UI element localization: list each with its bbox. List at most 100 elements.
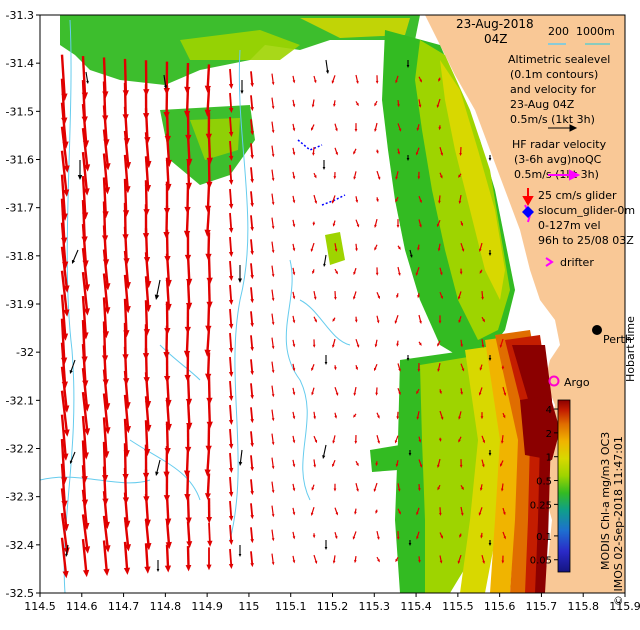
hf-arrow <box>165 519 172 550</box>
sealevel-arrow <box>237 265 243 283</box>
hf-arrow <box>394 314 399 324</box>
hf-arrow <box>438 315 442 324</box>
hf-arrow <box>334 147 338 156</box>
hf-arrow <box>271 409 275 422</box>
glider-legend-1: 25 cm/s glider <box>538 189 617 202</box>
hf-arrow <box>292 459 296 468</box>
hf-arrow <box>460 506 464 517</box>
hf-arrow <box>271 505 275 518</box>
hf-arrow <box>417 244 420 251</box>
hf-arrow <box>416 411 420 420</box>
colorbar-tick-label: 4 <box>546 405 552 416</box>
colorbar-tick-label: 2 <box>546 429 552 440</box>
sealevel-legend-1: Altimetric sealevel <box>508 53 610 66</box>
hf-arrow <box>228 380 234 401</box>
hf-arrow <box>331 75 336 84</box>
argo-marker <box>548 375 560 387</box>
hf-arrow <box>418 195 422 204</box>
hf-arrow <box>438 437 442 442</box>
sealevel-arrow <box>324 540 328 550</box>
hf-arrow <box>292 171 296 180</box>
hf-arrow <box>438 195 441 204</box>
hf-arrow <box>60 270 70 317</box>
hf-arrow <box>271 265 275 278</box>
hf-arrow <box>250 359 254 376</box>
hf-arrow <box>479 484 483 492</box>
hf-arrow <box>228 404 234 425</box>
x-tick-label: 114.9 <box>191 600 223 613</box>
hf-legend-1: HF radar velocity <box>512 138 607 151</box>
hf-arrow <box>418 341 422 346</box>
hf-arrow <box>250 407 254 424</box>
hf-arrow <box>332 555 336 564</box>
hf-arrow <box>271 217 275 230</box>
x-tick-label: 115.6 <box>484 600 516 613</box>
hf-arrow <box>312 221 316 226</box>
hf-arrow <box>354 316 358 323</box>
hf-arrow <box>250 215 254 232</box>
hf-arrow <box>271 73 275 86</box>
hf-arrow <box>439 389 442 395</box>
hf-arrow <box>292 387 296 396</box>
hf-arrow <box>501 365 505 370</box>
x-tick-label: 115.4 <box>400 600 432 613</box>
hf-arrow <box>418 314 422 325</box>
hf-arrow <box>396 411 400 420</box>
hf-arrow <box>353 291 357 300</box>
hf-arrow <box>333 365 337 371</box>
y-tick-label: -31.3 <box>6 9 34 22</box>
hf-arrow <box>502 507 506 516</box>
hf-arrow <box>375 75 379 84</box>
hf-arrow <box>417 363 421 373</box>
city-label-perth: Perth <box>603 333 632 346</box>
hf-arrow <box>271 313 275 326</box>
hf-arrow <box>355 243 358 252</box>
hf-arrow <box>353 413 357 418</box>
hf-arrow <box>312 269 315 275</box>
y-tick-label: -31.8 <box>6 250 34 263</box>
hf-arrow <box>376 149 379 154</box>
glider-legend-4: 96h to 25/08 03Z <box>538 234 634 247</box>
colorbar-tick-label: 0.25 <box>530 500 552 511</box>
hf-arrow <box>376 170 381 181</box>
sealevel-arrow <box>406 60 410 68</box>
hf-arrow <box>144 543 151 574</box>
hf-arrow <box>397 148 401 155</box>
glider-legend-2: slocum_glider-0m <box>538 204 635 217</box>
hf-arrow <box>250 311 254 328</box>
hf-arrow <box>332 317 336 322</box>
drifter-icon <box>545 257 554 267</box>
hf-arrow <box>102 540 110 576</box>
hf-arrow <box>375 461 379 467</box>
hf-arrow <box>396 531 400 540</box>
hf-arrow <box>418 436 422 443</box>
hf-arrow <box>438 77 441 82</box>
hf-arrow <box>313 435 318 444</box>
hf-arrow <box>332 220 336 227</box>
hf-arrow <box>457 554 462 565</box>
hf-arrow <box>416 388 420 395</box>
hf-arrow <box>250 335 254 352</box>
hf-arrow <box>376 412 380 419</box>
sealevel-arrow <box>325 59 330 74</box>
hf-arrow <box>228 476 234 497</box>
hf-arrow <box>460 485 464 491</box>
sealevel-arrow <box>488 155 492 161</box>
hf-arrow <box>502 386 507 397</box>
hf-arrow <box>374 100 378 107</box>
hf-arrow <box>457 291 462 300</box>
hf-arrow <box>292 315 296 324</box>
hf-arrow <box>418 219 422 228</box>
hf-arrow <box>355 460 359 467</box>
hf-arrow <box>313 75 317 84</box>
y-tick-label: -32.2 <box>6 443 34 456</box>
sealevel-arrow <box>409 249 413 258</box>
hf-arrow <box>331 195 336 204</box>
hf-arrow <box>416 507 420 516</box>
x-tick-label: 114.8 <box>150 600 182 613</box>
hf-arrow <box>480 412 484 420</box>
hf-arrow <box>417 293 420 299</box>
hf-arrow <box>311 99 315 108</box>
hf-arrow <box>228 332 234 353</box>
hf-arrow <box>292 195 296 204</box>
